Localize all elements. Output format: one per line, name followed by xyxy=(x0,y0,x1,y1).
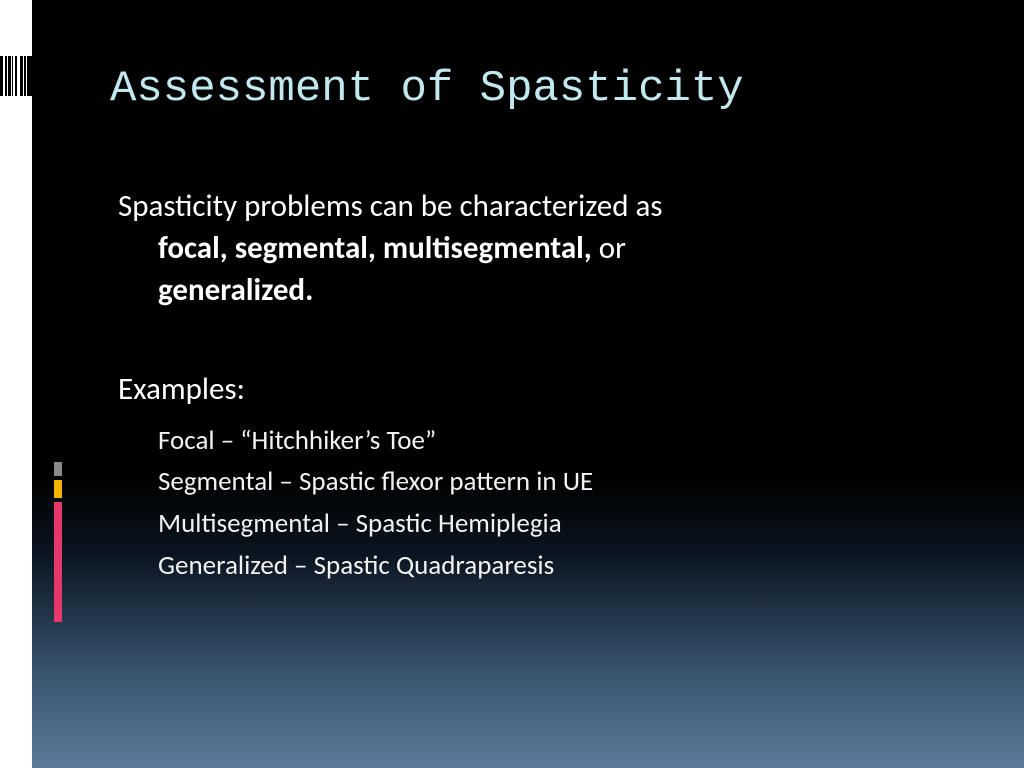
accent-bars xyxy=(54,462,64,626)
list-item: Segmental – Spastic flexor pattern in UE xyxy=(158,461,938,503)
intro-paragraph: Spasticity problems can be characterized… xyxy=(118,186,938,312)
slide-body: Spasticity problems can be characterized… xyxy=(118,186,938,587)
intro-bold-1: focal, segmental, multisegmental, xyxy=(158,229,599,267)
slide: Assessment of Spasticity Spasticity prob… xyxy=(32,0,1024,768)
list-item: Generalized – Spastic Quadraparesis xyxy=(158,545,938,587)
intro-bold-2: generalized. xyxy=(158,271,313,309)
intro-or: or xyxy=(599,229,626,267)
accent-bar xyxy=(54,480,62,498)
examples-heading: Examples: xyxy=(118,370,938,408)
intro-text-1: Spasticity problems can be characterized… xyxy=(118,187,662,225)
accent-bar xyxy=(54,462,62,476)
slide-title: Assessment of Spasticity xyxy=(110,64,744,114)
accent-bar xyxy=(54,502,62,622)
list-item: Multisegmental – Spastic Hemiplegia xyxy=(158,503,938,545)
examples-list: Focal – “Hitchhiker’s Toe” Segmental – S… xyxy=(118,420,938,587)
list-item: Focal – “Hitchhiker’s Toe” xyxy=(158,420,938,462)
barcode-decoration xyxy=(0,56,32,96)
